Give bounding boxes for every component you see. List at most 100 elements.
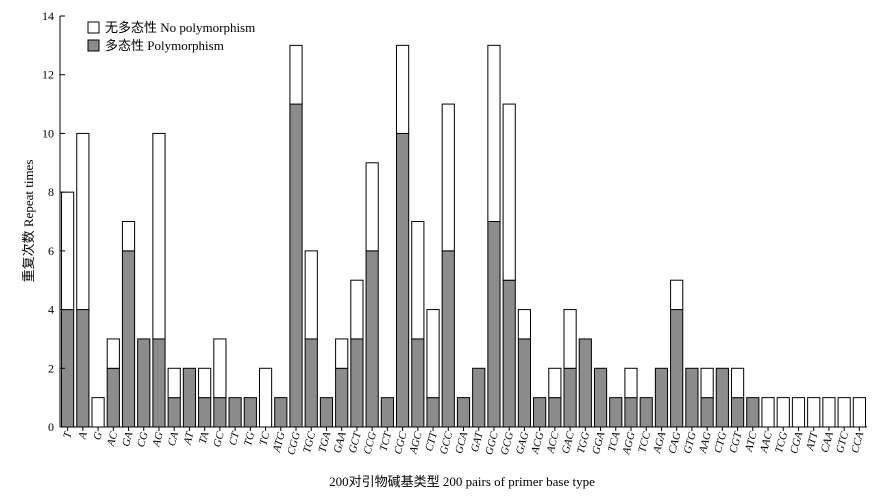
bar-CTT-polymorphism xyxy=(426,397,440,428)
x-tick-label: AC xyxy=(105,430,121,448)
x-tick-label: CGC xyxy=(392,430,410,456)
bar-AAG-no-polymorphism xyxy=(700,367,714,399)
x-tick-label: TCT xyxy=(378,430,395,453)
x-tick-label: CGT xyxy=(727,430,744,455)
x-tick-label: GAG xyxy=(514,431,531,456)
bar-GAC-polymorphism xyxy=(563,367,577,428)
x-tick-label: GCG xyxy=(498,431,516,457)
bar-AGC-polymorphism xyxy=(411,338,425,428)
bar-TCG-no-polymorphism xyxy=(776,397,790,428)
bar-TC-no-polymorphism xyxy=(258,367,273,428)
bar-AC-polymorphism xyxy=(106,367,120,428)
bar-ATC-polymorphism xyxy=(746,397,760,428)
x-tick-label: GCT xyxy=(347,430,364,455)
bar-AC-no-polymorphism xyxy=(106,338,120,369)
x-axis-title: 200对引物碱基类型 200 pairs of primer base type xyxy=(329,474,595,489)
y-tick-label: 14 xyxy=(42,9,54,23)
bar-GAT-polymorphism xyxy=(472,367,486,428)
bar-ACC-no-polymorphism xyxy=(548,367,562,399)
bar-TGA-polymorphism xyxy=(319,397,334,428)
bar-AGC-no-polymorphism xyxy=(411,221,425,340)
x-tick-label: AAG xyxy=(697,431,714,456)
x-tick-label: G xyxy=(91,431,105,442)
bar-GCT-no-polymorphism xyxy=(350,279,364,340)
x-tick-label: GTG xyxy=(682,431,699,455)
x-tick-label: CGA xyxy=(788,430,805,455)
bar-TA-no-polymorphism xyxy=(198,367,212,399)
x-tick-label: A xyxy=(76,430,90,441)
bar-CT-polymorphism xyxy=(228,397,242,428)
x-tick-label: TGC xyxy=(301,430,318,454)
bar-GCT-polymorphism xyxy=(350,338,364,428)
bar-TCT-polymorphism xyxy=(380,397,394,428)
x-tick-label: GC xyxy=(211,430,227,449)
bar-CA-no-polymorphism xyxy=(167,367,181,399)
bar-CGA-no-polymorphism xyxy=(791,397,806,428)
x-tick-label: GGA xyxy=(590,430,608,455)
x-tick-label: ATC xyxy=(743,430,760,454)
bar-CAA-no-polymorphism xyxy=(822,397,836,428)
bar-CGC-polymorphism xyxy=(396,132,410,428)
x-tick-label: CA xyxy=(166,430,181,447)
bar-GTC-no-polymorphism xyxy=(837,397,851,428)
bar-CGT-no-polymorphism xyxy=(730,367,745,399)
bar-AGG-polymorphism xyxy=(624,397,638,428)
bar-GA-polymorphism xyxy=(121,250,136,428)
x-tick-label: AAC xyxy=(758,430,775,455)
x-tick-label: TGA xyxy=(316,430,333,453)
x-tick-label: GAC xyxy=(560,430,577,455)
x-tick-label: AGG xyxy=(620,431,638,457)
bar-TGC-polymorphism xyxy=(304,338,318,428)
bar-GCG-polymorphism xyxy=(502,279,516,428)
bar-ACG-polymorphism xyxy=(533,397,547,428)
bar-A-polymorphism xyxy=(76,309,90,428)
x-axis: T A G AC GA CG AG CA AT TA GC CT TG TCATGCGGTGCTGAGAA… xyxy=(60,426,867,457)
bar-AGA-polymorphism xyxy=(654,367,669,428)
x-tick-label: GCA xyxy=(453,430,470,455)
bar-AGG-no-polymorphism xyxy=(624,367,638,399)
x-tick-label: CTT xyxy=(423,430,440,453)
bar-GAG-polymorphism xyxy=(517,338,532,428)
x-tick-label: ATG xyxy=(271,431,288,455)
x-tick-label: CCA xyxy=(849,430,866,454)
bar-GCC-polymorphism xyxy=(441,250,455,428)
x-tick-label: TG xyxy=(242,431,257,448)
x-tick-label: CAA xyxy=(819,430,836,453)
bar-ATG-polymorphism xyxy=(274,397,288,428)
bar-GAC-no-polymorphism xyxy=(563,309,577,369)
x-tick-label: CCG xyxy=(362,431,379,456)
x-tick-label: ATT xyxy=(804,430,821,453)
bar-TA-polymorphism xyxy=(198,397,212,428)
bar-GAA-no-polymorphism xyxy=(335,338,349,369)
bar-CCG-polymorphism xyxy=(365,250,379,428)
bar-GA-no-polymorphism xyxy=(121,221,136,252)
y-tick-label: 12 xyxy=(42,68,54,82)
x-tick-label: GTC xyxy=(834,430,851,454)
x-tick-label: CTG xyxy=(712,431,729,455)
x-tick-label: AGA xyxy=(651,430,668,455)
x-tick-label: TCA xyxy=(606,430,623,453)
bar-GCC-no-polymorphism xyxy=(441,103,455,252)
x-tick-label: TGG xyxy=(575,431,592,455)
bar-ACC-polymorphism xyxy=(548,397,562,428)
bar-CCG-no-polymorphism xyxy=(365,162,379,252)
x-tick-label: TCG xyxy=(773,431,790,455)
y-tick-label: 4 xyxy=(48,303,54,317)
y-tick-label: 10 xyxy=(42,126,54,140)
x-tick-label: GCC xyxy=(438,430,456,456)
bar-CAG-polymorphism xyxy=(670,309,684,428)
bar-GCA-polymorphism xyxy=(456,397,471,428)
x-tick-label: CT xyxy=(227,430,242,447)
x-tick-label: TC xyxy=(257,430,272,447)
bar-GGA-polymorphism xyxy=(593,367,608,428)
bar-G-no-polymorphism xyxy=(91,397,105,428)
bar-CTG-polymorphism xyxy=(715,367,729,428)
y-axis-title: 重复次数 Repeat times xyxy=(21,160,36,283)
legend: 无多态性 No polymorphism 多态性 Polymorphism xyxy=(87,20,255,53)
legend-swatch-polymorphism xyxy=(87,39,100,52)
bar-AG-polymorphism xyxy=(152,338,166,428)
bar-CGT-polymorphism xyxy=(730,397,745,428)
bar-TCC-polymorphism xyxy=(639,397,653,428)
bar-CAG-no-polymorphism xyxy=(670,279,684,311)
